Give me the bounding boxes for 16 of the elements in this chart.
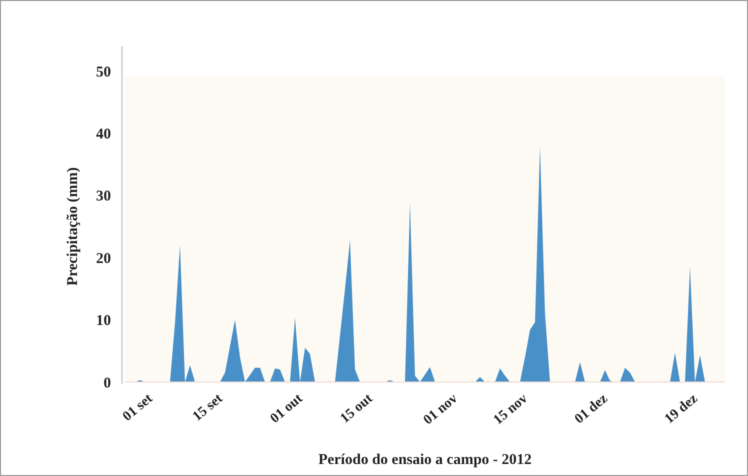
x-tick-label: 01 dez <box>572 391 611 428</box>
y-tick-label: 0 <box>104 375 111 392</box>
x-tick-label: 15 set <box>190 391 226 425</box>
y-tick-label: 20 <box>96 250 111 267</box>
x-axis-title: Período do ensaio a campo - 2012 <box>318 452 532 468</box>
x-tick-label: 15 out <box>338 391 376 427</box>
x-tick-label: 15 nov <box>490 391 531 428</box>
y-tick-label: 50 <box>96 64 111 80</box>
x-tick-label: 19 dez <box>662 391 701 428</box>
y-axis-title: Precipitação (mm) <box>65 167 81 286</box>
x-tick-label: 01 nov <box>420 391 461 428</box>
y-tick-label: 40 <box>96 126 111 142</box>
x-tick-label: 01 out <box>268 391 306 427</box>
x-tick-label: 01 set <box>120 391 156 425</box>
y-tick-label: 10 <box>96 313 111 330</box>
y-tick-label: 30 <box>96 188 111 205</box>
